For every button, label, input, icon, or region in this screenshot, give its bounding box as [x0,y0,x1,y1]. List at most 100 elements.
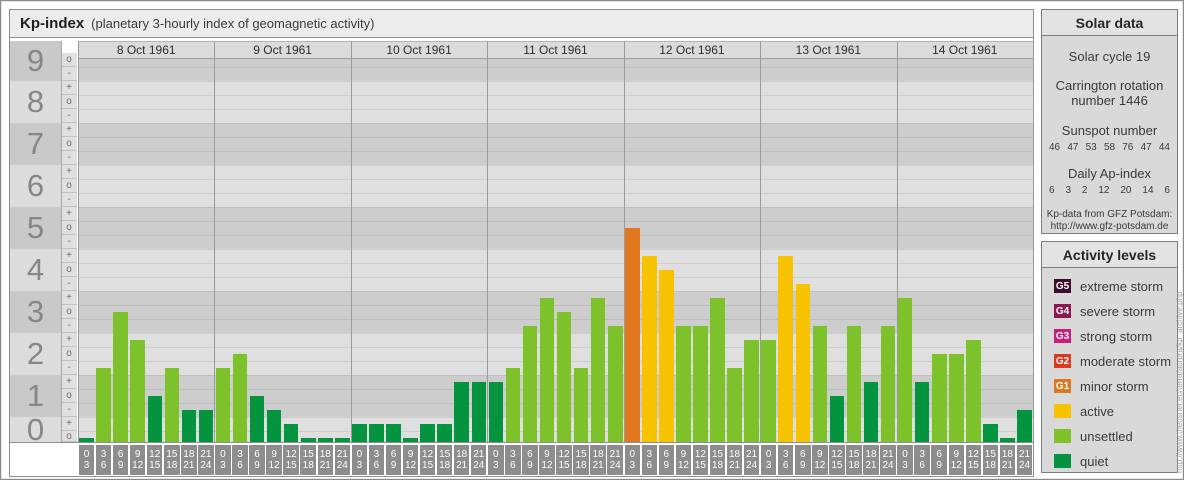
kp-subtick-cell: - [61,151,77,165]
activity-level-row: active [1054,403,1177,419]
kp-bar [147,396,163,442]
kp-bar [556,312,572,442]
chart-title-bar: Kp-index (planetary 3-hourly index of ge… [10,10,1033,38]
kp-gridline [78,417,1033,418]
hour-interval-label: 18 21 [863,445,879,475]
kp-gridline [78,389,1033,390]
solar-data-box: Solar data Solar cycle 19 Carrington rot… [1041,9,1178,234]
kp-subtick-cell: - [61,319,77,333]
y-axis-number: 9 [26,43,45,78]
kp-bar [863,382,879,442]
kp-subtick-cell: o [61,221,77,235]
kp-gridline [78,123,1033,124]
hour-interval-label: 9 12 [402,445,419,475]
activity-level-row: G5 extreme storm [1054,279,1177,294]
kp-subtick-cell: + [61,123,77,137]
kp-subtick-cell: + [61,207,77,221]
kp-bar [420,424,435,442]
kp-bar [300,438,316,442]
kp-bar [352,424,367,442]
value-cell: 20 [1120,185,1132,196]
kp-number-band [10,41,61,81]
activity-level-swatch: G3 [1054,329,1071,343]
kp-bar [505,368,521,442]
credit-url: http://www.gfz-potsdam.de [1050,221,1169,232]
ap-label: Daily Ap-index [1067,166,1152,181]
date-header: 13 Oct 1961 [760,41,897,59]
kp-bar [471,382,487,442]
sunspot-values: 46 47 53 58 76 47 44 [1042,142,1177,153]
kp-bar [607,326,623,442]
kp-gridline [78,67,1033,68]
activity-level-label: moderate storm [1080,353,1172,369]
watermark-url: http://www.theusner.eu/terra/aurora/kp_a… [1175,291,1183,473]
kp-gridline [78,81,1033,82]
kp-bar [590,298,606,442]
kp-gridline [78,193,1033,194]
kp-bar [369,424,384,442]
activity-level-row: G3 strong storm [1054,329,1177,344]
kp-gridline [78,165,1033,166]
activity-level-swatch [1054,429,1071,443]
kp-bar [693,326,708,442]
carrington-line1: Carrington rotation [1055,78,1164,93]
kp-bar [710,298,725,442]
plot-band [78,123,1033,165]
kp-subtick-cell: o [61,431,77,442]
day-separator [214,41,215,442]
activity-level-swatch [1054,454,1071,468]
kp-gridline [78,431,1033,432]
y-axis-number: 2 [26,336,45,371]
plot-band [78,249,1033,291]
y-axis-number: 8 [26,84,45,119]
hour-interval-label: 15 18 [436,445,453,475]
kp-bar [914,382,930,442]
value-cell: 3 [1065,185,1072,196]
kp-gridline [78,291,1033,292]
activity-level-label: minor storm [1080,378,1149,394]
kp-subtick-cell: o [61,263,77,277]
value-cell: 46 [1049,142,1061,153]
kp-gridline [78,319,1033,320]
date-header: 8 Oct 1961 [78,41,215,59]
hour-interval-label: 12 15 [692,445,709,475]
hour-interval-label: 21 24 [334,445,351,475]
kp-bar [249,396,265,442]
plot-band [78,207,1033,249]
axis-divider [61,41,62,442]
kp-subtick-cell: o [61,179,77,193]
kp-subtick-cell: - [61,277,77,291]
kp-gridline [78,95,1033,96]
kp-bar-chart: 0 1 2 3 4 5 6 7 8 9 o + - o + - o + - o + - o + - o + - o + - o + - o + - o 8 … [10,10,1034,476]
kp-bar [181,410,197,442]
kp-gridline [78,277,1033,278]
solar-cycle-text: Solar cycle 19 [1068,49,1151,64]
kp-subtick-cell: + [61,165,77,179]
activity-level-label: active [1080,403,1114,419]
kp-number-band [10,81,61,123]
kp-subtick-cell: + [61,417,77,431]
activity-level-swatch: G5 [1054,279,1071,293]
value-cell: 14 [1142,185,1154,196]
solar-data-header: Solar data [1042,10,1177,36]
kp-bar [437,424,452,442]
kp-bar [403,438,418,442]
kp-number-band [10,333,61,375]
hour-interval-label: 9 12 [539,445,555,475]
kp-gridline [78,375,1033,376]
hour-interval-label: 21 24 [607,445,623,475]
hour-interval-label: 9 12 [129,445,146,475]
activity-level-row: G1 minor storm [1054,378,1177,394]
hour-interval-label: 18 21 [590,445,606,475]
kp-bar [966,340,981,442]
value-cell: 53 [1085,142,1097,153]
